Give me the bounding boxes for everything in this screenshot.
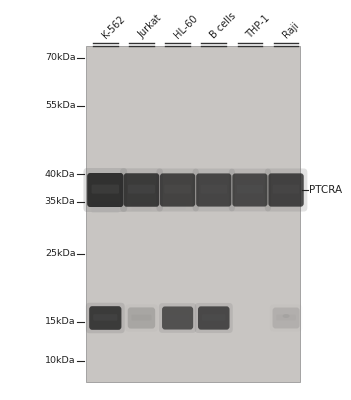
FancyBboxPatch shape xyxy=(269,173,304,207)
FancyBboxPatch shape xyxy=(198,306,230,330)
FancyBboxPatch shape xyxy=(273,185,299,194)
FancyBboxPatch shape xyxy=(202,314,226,321)
FancyBboxPatch shape xyxy=(89,306,121,330)
Text: PTCRA: PTCRA xyxy=(309,185,342,195)
Text: 15kDa: 15kDa xyxy=(45,318,75,326)
Text: HL-60: HL-60 xyxy=(172,13,199,40)
Text: 35kDa: 35kDa xyxy=(45,198,75,206)
FancyBboxPatch shape xyxy=(128,308,155,328)
Text: 25kDa: 25kDa xyxy=(45,250,75,258)
FancyBboxPatch shape xyxy=(193,168,235,212)
Ellipse shape xyxy=(283,314,290,318)
FancyBboxPatch shape xyxy=(131,314,152,320)
FancyBboxPatch shape xyxy=(196,174,231,206)
Text: 70kDa: 70kDa xyxy=(45,54,75,62)
FancyBboxPatch shape xyxy=(92,185,119,194)
Text: 40kDa: 40kDa xyxy=(45,170,75,178)
FancyBboxPatch shape xyxy=(84,168,127,212)
FancyBboxPatch shape xyxy=(273,308,299,328)
Text: THP-1: THP-1 xyxy=(245,13,272,40)
FancyBboxPatch shape xyxy=(166,314,189,321)
FancyBboxPatch shape xyxy=(237,185,263,194)
FancyBboxPatch shape xyxy=(160,173,195,207)
FancyBboxPatch shape xyxy=(120,168,163,212)
FancyBboxPatch shape xyxy=(128,185,155,194)
FancyBboxPatch shape xyxy=(93,314,117,321)
FancyBboxPatch shape xyxy=(195,303,233,333)
Text: Raji: Raji xyxy=(281,20,301,40)
FancyBboxPatch shape xyxy=(162,306,193,330)
FancyBboxPatch shape xyxy=(156,168,199,212)
Text: 10kDa: 10kDa xyxy=(45,356,75,365)
FancyBboxPatch shape xyxy=(200,185,227,194)
FancyBboxPatch shape xyxy=(124,173,159,207)
Text: 55kDa: 55kDa xyxy=(45,102,75,110)
Text: Jurkat: Jurkat xyxy=(136,13,163,40)
Text: B cells: B cells xyxy=(208,10,238,40)
FancyBboxPatch shape xyxy=(164,185,191,194)
FancyBboxPatch shape xyxy=(229,168,271,212)
FancyBboxPatch shape xyxy=(265,168,307,212)
FancyBboxPatch shape xyxy=(232,174,267,206)
FancyBboxPatch shape xyxy=(86,303,125,333)
Bar xyxy=(86,46,300,382)
FancyBboxPatch shape xyxy=(87,173,124,207)
FancyBboxPatch shape xyxy=(91,202,119,213)
FancyBboxPatch shape xyxy=(132,203,151,211)
Text: K-562: K-562 xyxy=(100,14,126,40)
FancyBboxPatch shape xyxy=(170,203,186,210)
FancyBboxPatch shape xyxy=(159,303,196,333)
